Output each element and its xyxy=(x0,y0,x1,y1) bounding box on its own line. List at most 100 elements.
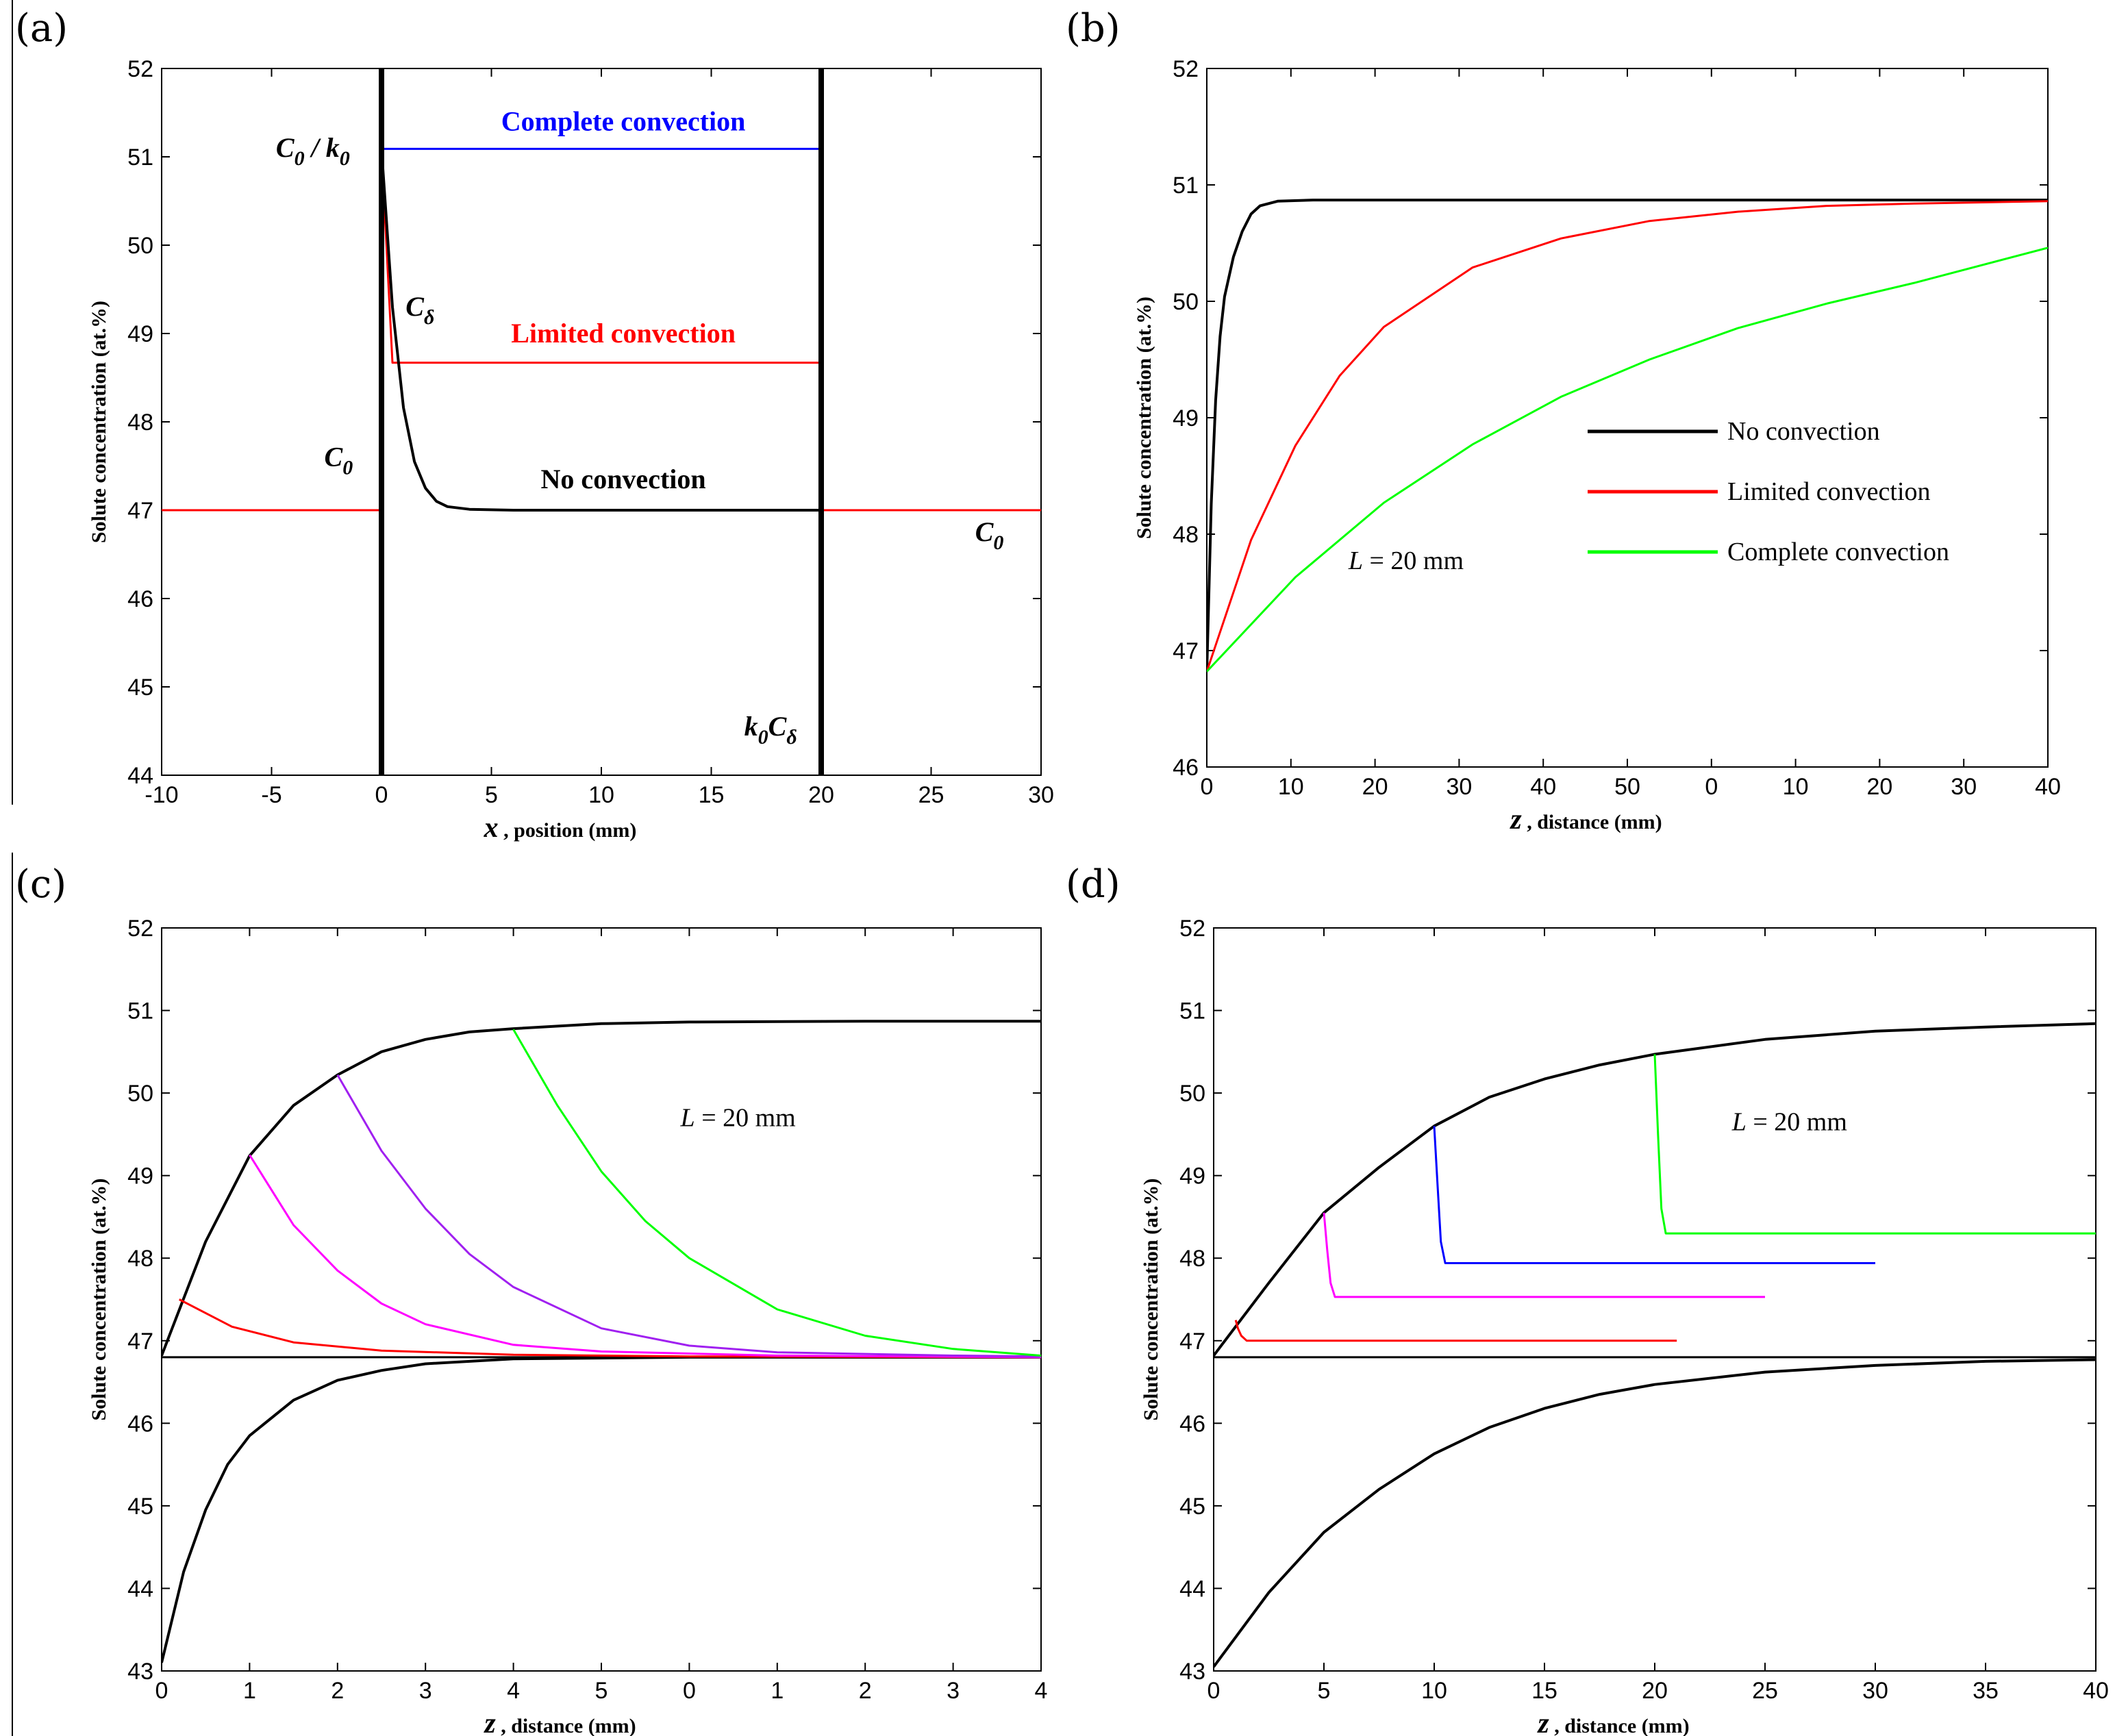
y-tick-label: 48 xyxy=(1173,522,1199,548)
legend-label: Complete convection xyxy=(1727,538,1949,566)
y-tick-label: 47 xyxy=(127,498,153,524)
x-axis-label-text: , distance (mm) xyxy=(1522,811,1662,833)
y-tick-label: 52 xyxy=(127,916,153,942)
y-tick-label: 47 xyxy=(127,1329,153,1355)
x-tick-label: 25 xyxy=(1752,1678,1778,1704)
length-note-variable: L xyxy=(1348,546,1363,575)
y-axis-label: Solute concentration (at.%) xyxy=(1133,297,1155,539)
x-tick-label: 25 xyxy=(918,782,944,808)
symbol-label: C0 / k0 xyxy=(276,132,350,170)
x-tick-label: 20 xyxy=(1642,1678,1668,1704)
x-tick-label: -10 xyxy=(145,782,178,808)
x-tick-label: 0 xyxy=(1705,774,1718,800)
x-tick-label: 50 xyxy=(1614,774,1640,800)
x-tick-label: 15 xyxy=(1531,1678,1557,1704)
symbol-main: C xyxy=(975,516,994,547)
x-tick-label: 0 xyxy=(683,1678,696,1704)
annotation-label: No convection xyxy=(541,464,706,494)
y-tick-label: 50 xyxy=(1179,1081,1205,1107)
x-tick-label: 0 xyxy=(1207,1678,1221,1704)
panel-label: (b) xyxy=(1066,6,1121,51)
x-tick-label: 10 xyxy=(1783,774,1809,800)
x-tick-label: -5 xyxy=(261,782,281,808)
x-tick-label: 0 xyxy=(1201,774,1214,800)
panel-d: (d) 0 5 10 15 20 25 30 35 40 43 44 45 46 47 48 49 50 51 52 z… xyxy=(1066,862,2109,1736)
y-tick-label: 46 xyxy=(127,1411,153,1437)
x-tick-label: 5 xyxy=(1318,1678,1331,1704)
symbol-label: C0 xyxy=(325,442,353,479)
series-line-z-5 xyxy=(1323,1212,1765,1298)
panel-b: (b) 0 10 20 30 40 50 0 10 20 30 40 46 47 48 49 50 51 52 z ,… xyxy=(1066,6,2061,835)
panel-label: (a) xyxy=(15,6,68,51)
x-tick-label: 40 xyxy=(2035,774,2061,800)
y-axis-label: Solute concentration (at.%) xyxy=(1140,1178,1162,1420)
symbol-sub: δ xyxy=(424,306,434,329)
x-tick-label: 30 xyxy=(1446,774,1472,800)
x-axis-label: z , distance (mm) xyxy=(483,1708,636,1736)
symbol-sub: 0 xyxy=(993,531,1003,554)
series-line-lower-curve xyxy=(1214,1358,2096,1668)
y-tick-label: 48 xyxy=(1179,1246,1205,1272)
y-tick-label: 46 xyxy=(1179,1411,1205,1437)
panel-a: (a) -10 -5 0 5 10 15 20 25 30 44 45 46 47 48 49 50 51 52 x … xyxy=(15,6,1054,844)
y-tick-label: 50 xyxy=(127,233,153,259)
symbol-sub: 0 xyxy=(295,147,305,170)
symbol-sub-2: δ xyxy=(786,726,797,749)
series-line-z-10 xyxy=(1433,1126,1875,1264)
y-tick-label: 44 xyxy=(127,763,153,789)
x-tick-label: 2 xyxy=(331,1678,344,1704)
x-tick-label: 1 xyxy=(243,1678,256,1704)
symbol-main-2: C xyxy=(768,711,788,742)
x-tick-label: 40 xyxy=(1530,774,1556,800)
legend-label: Limited convection xyxy=(1727,477,1931,506)
series-line-no-convection xyxy=(380,149,821,512)
y-tick-label: 49 xyxy=(1173,405,1199,431)
y-tick-label: 43 xyxy=(127,1659,153,1685)
x-tick-label: 5 xyxy=(485,782,498,808)
symbol-main: k xyxy=(744,711,758,742)
length-note-text: = 20 mm xyxy=(1363,546,1464,575)
x-tick-label: 20 xyxy=(1362,774,1388,800)
length-note: L = 20 mm xyxy=(680,1103,796,1132)
x-tick-label: 10 xyxy=(1278,774,1304,800)
y-axis-label: Solute concentration (at.%) xyxy=(88,1178,110,1420)
plot-area xyxy=(1207,199,2048,672)
plot-area xyxy=(1214,1022,2096,1668)
x-tick-label: 15 xyxy=(699,782,725,808)
symbol-separator: / xyxy=(305,132,326,163)
x-tick-label: 30 xyxy=(1862,1678,1888,1704)
x-axis-variable: x xyxy=(484,812,499,844)
symbol-label: k0Cδ xyxy=(744,711,797,749)
x-tick-label: 35 xyxy=(1973,1678,1999,1704)
x-axis-label-text: , position (mm) xyxy=(499,819,637,842)
x-tick-label: 0 xyxy=(375,782,388,808)
y-tick-label: 51 xyxy=(127,998,153,1024)
x-tick-label: 3 xyxy=(947,1678,960,1704)
y-tick-label: 49 xyxy=(127,321,153,347)
y-tick-label: 43 xyxy=(1179,1659,1205,1685)
x-tick-label: 30 xyxy=(1951,774,1977,800)
plot-area xyxy=(162,1020,1041,1663)
x-tick-label: 4 xyxy=(1035,1678,1048,1704)
x-axis-label: x , position (mm) xyxy=(484,812,637,844)
y-tick-label: 45 xyxy=(1179,1494,1205,1520)
y-tick-label: 45 xyxy=(127,1494,153,1520)
x-axis-variable: z xyxy=(1509,804,1522,835)
x-tick-label: 20 xyxy=(808,782,834,808)
symbol-main: C xyxy=(405,291,425,322)
x-tick-label: 0 xyxy=(155,1678,168,1704)
y-tick-label: 45 xyxy=(127,675,153,701)
y-tick-label: 52 xyxy=(127,56,153,82)
y-tick-label: 48 xyxy=(127,410,153,436)
y-tick-label: 50 xyxy=(127,1081,153,1107)
annotation-label: Limited convection xyxy=(511,318,736,349)
series-line-z-1 xyxy=(1234,1320,1677,1342)
y-axis-label: Solute concentration (at.%) xyxy=(88,301,110,543)
y-tick-label: 49 xyxy=(1179,1163,1205,1190)
series-line-z-2 xyxy=(336,1074,1041,1358)
x-tick-label: 3 xyxy=(419,1678,432,1704)
x-tick-label: 10 xyxy=(588,782,614,808)
y-tick-label: 47 xyxy=(1179,1329,1205,1355)
